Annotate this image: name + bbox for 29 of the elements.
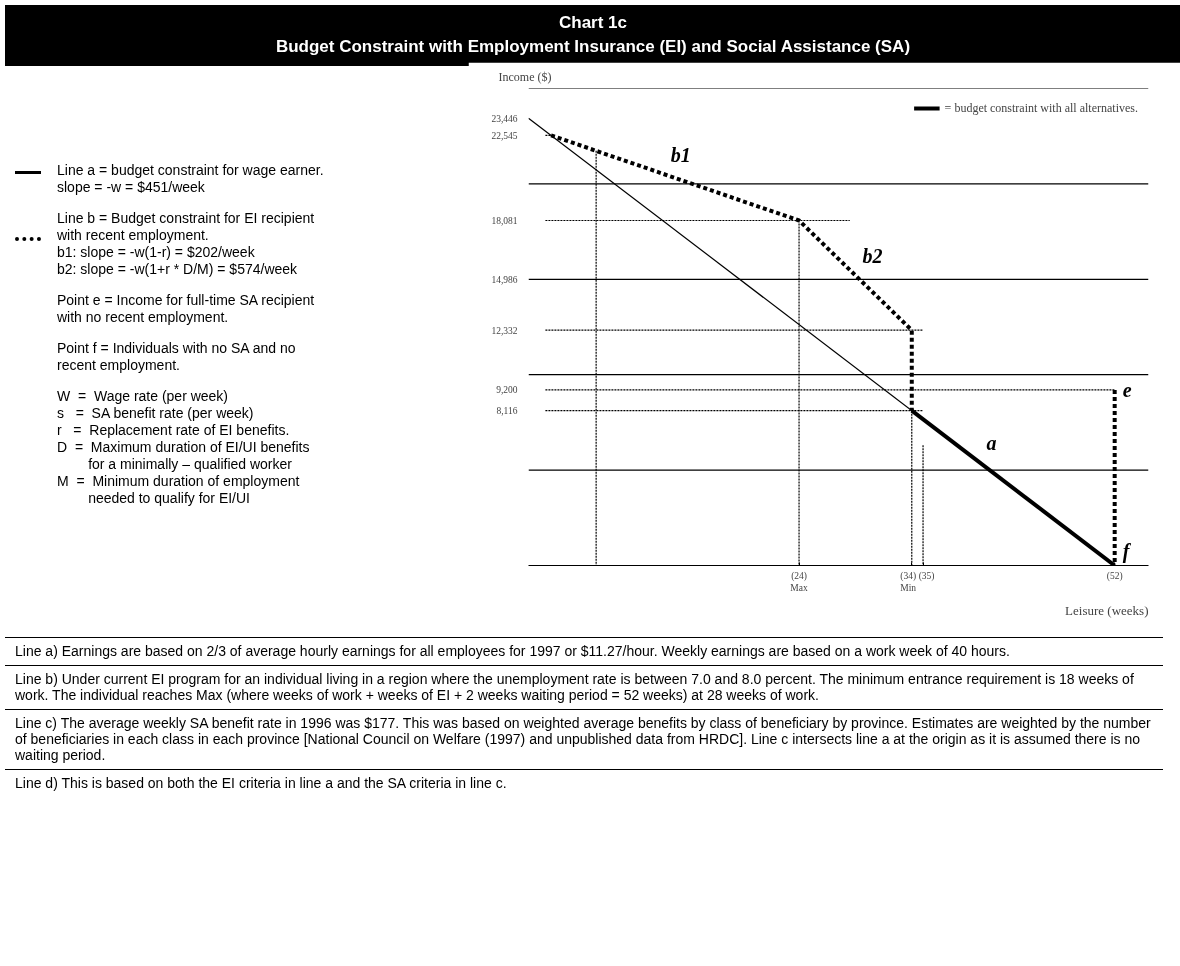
x-tick-label: (24) Max: [790, 570, 808, 593]
x-tick-label: (35): [918, 570, 935, 581]
text: Point e = Income for full-time SA recipient with no recent employment.: [57, 292, 316, 326]
y-tick-label: 8,116: [496, 406, 518, 417]
x-axis-title: Leisure (weeks): [1065, 602, 1149, 618]
chart-subtitle: Budget Constraint with Employment Insurance (EI) and Social Assistance (SA): [275, 37, 911, 57]
annotation: b1: [670, 143, 691, 166]
text: W = Wage rate (per week) s = SA benefit rate (per week) r = Replacement rate of EI benefits. D = Maximum duration of EI/UI benefits for a minimally – qualified worker M = Minimum duration of employment needed to qualify for EI/UI: [57, 388, 311, 507]
text: Line a = budget constraint for wage earner. slope = -w = $451/week: [57, 162, 324, 196]
chart-title: Chart 1c: [558, 13, 628, 32]
y-tick-label: 23,446: [491, 113, 518, 124]
x-tick-label: (52): [1106, 570, 1123, 582]
text: Line b) Under current EI program for an individual living in a region where the unemployment rate is between 7.0 and 8.0 percent. The minimum entrance requirement is 18 weeks of work. The individual reaches Max (where weeks of work + weeks of EI + 2 weeks waiting period = 52 weeks) at 28 weeks of work.: [5, 665, 1163, 709]
legend-label: = budget constraint with all alternatives.: [944, 100, 1138, 116]
y-tick-label: 12,332: [491, 325, 518, 336]
text: Line a) Earnings are based on 2/3 of average hourly earnings for all employees for 1997 or $11.27/hour. Weekly earnings are based on a work week of 40 hours.: [5, 637, 1163, 665]
y-tick-label: 9,200: [496, 385, 518, 396]
y-axis-title: Income ($): [498, 69, 552, 84]
annotation: f: [1122, 539, 1132, 563]
y-tick-label: 18,081: [491, 216, 518, 227]
text: Line b = Budget constraint for EI recipient with recent employment. b1: slope = -w(1-r) = $202/week b2: slope = -w(1+r * D/M) = $574/week: [57, 210, 316, 278]
annotation: b2: [862, 245, 883, 268]
annotation: a: [986, 432, 997, 455]
text: Point f = Individuals with no SA and no recent employment.: [57, 340, 297, 374]
annotation: e: [1122, 378, 1132, 401]
y-tick-label: 14,986: [491, 275, 518, 286]
text: Line d) This is based on both the EI criteria in line a and the SA criteria in line c.: [5, 769, 1163, 797]
y-tick-label: 22,545: [491, 130, 518, 141]
text: Line c) The average weekly SA benefit rate in 1996 was $177. This was based on weighted average benefits by class of beneficiary by province. Estimates are weighted by the number of beneficiaries in each class in each province [National Council on Welfare (1997) and unpublished data from HRDC]. Line c intersects line a at the origin as it is assumed there is no waiting period.: [5, 709, 1163, 769]
